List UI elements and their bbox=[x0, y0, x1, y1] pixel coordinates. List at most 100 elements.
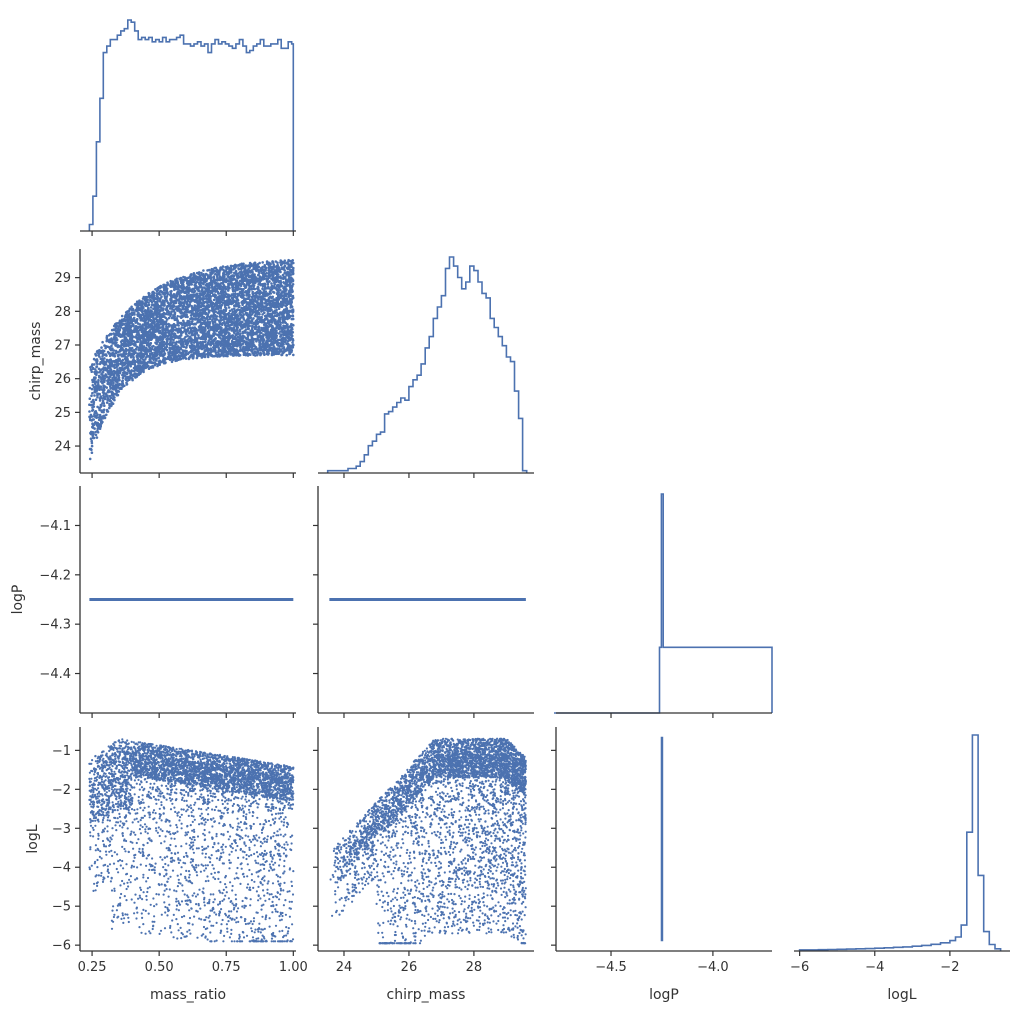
point bbox=[105, 413, 108, 417]
point bbox=[138, 346, 141, 349]
point bbox=[250, 321, 253, 325]
point bbox=[267, 348, 271, 351]
point bbox=[228, 337, 232, 340]
point bbox=[120, 314, 124, 318]
point bbox=[169, 279, 172, 283]
point bbox=[284, 276, 287, 279]
point bbox=[90, 441, 94, 445]
point bbox=[242, 339, 246, 343]
point bbox=[127, 352, 130, 356]
point bbox=[242, 345, 245, 349]
point bbox=[139, 341, 142, 345]
point bbox=[182, 295, 185, 298]
point bbox=[201, 322, 204, 326]
point bbox=[88, 457, 92, 461]
point bbox=[284, 285, 287, 289]
point bbox=[203, 322, 207, 326]
point bbox=[91, 380, 95, 384]
point bbox=[232, 307, 236, 310]
point bbox=[189, 317, 192, 321]
point bbox=[275, 326, 279, 329]
point bbox=[165, 345, 169, 349]
point bbox=[89, 403, 93, 407]
point bbox=[167, 316, 171, 320]
point bbox=[202, 301, 206, 305]
point bbox=[112, 360, 115, 363]
point bbox=[235, 308, 239, 312]
point bbox=[89, 432, 93, 436]
point bbox=[227, 289, 230, 292]
point bbox=[90, 387, 94, 391]
point bbox=[186, 304, 190, 307]
point bbox=[94, 433, 98, 437]
point bbox=[270, 282, 273, 285]
point bbox=[289, 293, 293, 296]
point bbox=[128, 346, 132, 350]
point bbox=[281, 336, 285, 339]
point bbox=[258, 334, 261, 337]
point bbox=[237, 354, 241, 357]
point bbox=[165, 318, 169, 321]
point bbox=[90, 394, 93, 398]
point bbox=[144, 338, 148, 342]
point bbox=[227, 293, 230, 297]
point bbox=[112, 381, 115, 385]
point bbox=[271, 276, 275, 280]
point bbox=[147, 303, 151, 307]
point bbox=[169, 293, 172, 296]
point bbox=[179, 311, 182, 314]
point bbox=[91, 418, 95, 421]
point bbox=[221, 265, 225, 268]
point bbox=[104, 353, 108, 356]
point bbox=[203, 327, 207, 330]
point bbox=[99, 385, 103, 389]
point bbox=[239, 346, 242, 349]
point bbox=[172, 341, 176, 344]
point bbox=[170, 289, 173, 293]
point bbox=[140, 300, 144, 303]
point bbox=[163, 287, 166, 291]
point bbox=[118, 366, 121, 370]
point bbox=[274, 260, 278, 263]
point bbox=[129, 335, 133, 339]
point bbox=[285, 353, 289, 357]
point bbox=[219, 306, 223, 310]
point bbox=[236, 298, 240, 302]
point bbox=[258, 339, 261, 343]
point bbox=[90, 444, 94, 448]
point bbox=[248, 313, 252, 316]
point bbox=[166, 301, 170, 305]
point bbox=[223, 334, 226, 337]
point bbox=[187, 289, 190, 293]
point bbox=[101, 373, 104, 377]
point bbox=[112, 395, 115, 398]
point bbox=[173, 300, 176, 304]
hist-logP bbox=[554, 493, 773, 714]
point bbox=[247, 283, 250, 286]
point bbox=[265, 280, 269, 283]
point bbox=[185, 313, 188, 317]
point bbox=[189, 354, 192, 358]
point bbox=[166, 283, 170, 286]
point bbox=[132, 324, 135, 327]
point bbox=[205, 304, 209, 308]
point bbox=[108, 346, 112, 349]
point bbox=[101, 355, 104, 358]
point bbox=[202, 282, 205, 285]
point bbox=[196, 342, 200, 346]
point bbox=[94, 358, 97, 362]
point bbox=[246, 332, 249, 336]
point bbox=[101, 340, 104, 344]
point bbox=[204, 308, 207, 312]
point bbox=[278, 338, 281, 342]
point bbox=[258, 261, 261, 265]
point bbox=[133, 360, 137, 364]
point bbox=[256, 277, 260, 280]
point bbox=[186, 342, 189, 345]
point bbox=[91, 436, 95, 440]
point bbox=[245, 278, 249, 281]
point bbox=[91, 409, 94, 412]
point bbox=[115, 338, 119, 342]
point bbox=[277, 341, 281, 345]
